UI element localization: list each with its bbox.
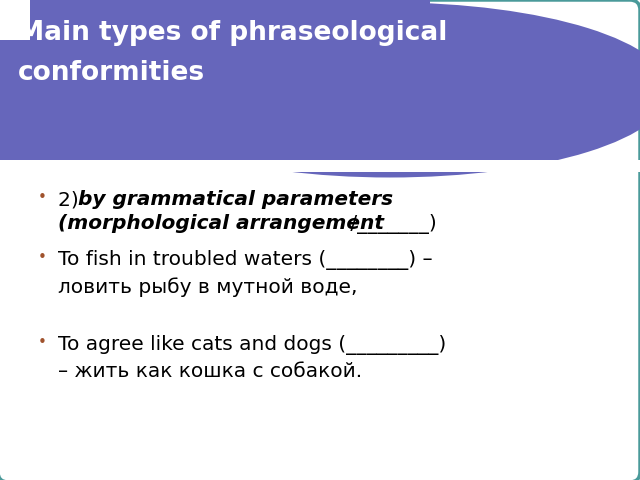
Text: To fish in troubled waters (________) –
ловить рыбу в мутной воде,: To fish in troubled waters (________) – … <box>58 250 433 297</box>
Text: •: • <box>38 250 47 265</box>
Text: Main types of phraseological: Main types of phraseological <box>18 20 447 46</box>
Text: (morphological arrangement: (morphological arrangement <box>58 214 384 233</box>
Text: /_______): /_______) <box>344 214 436 234</box>
Text: 2): 2) <box>58 190 85 209</box>
Text: conformities: conformities <box>18 60 205 86</box>
Bar <box>0 160 640 172</box>
Text: To agree like cats and dogs (_________)
– жить как кошка с собакой.: To agree like cats and dogs (_________) … <box>58 335 446 381</box>
Bar <box>0 0 430 165</box>
Bar <box>0 0 30 40</box>
Text: •: • <box>38 190 47 205</box>
Ellipse shape <box>110 2 640 178</box>
Text: by grammatical parameters: by grammatical parameters <box>78 190 393 209</box>
Text: •: • <box>38 335 47 350</box>
